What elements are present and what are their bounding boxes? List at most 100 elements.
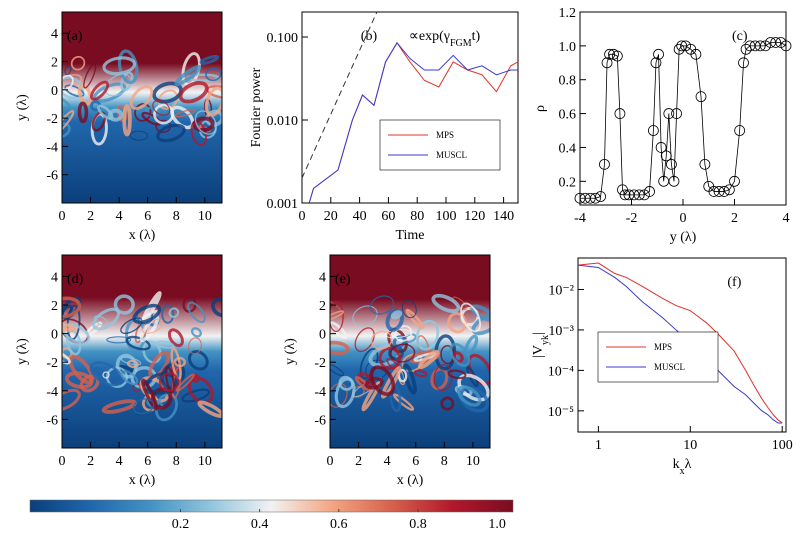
swirl (62, 320, 77, 333)
x-tick-label: 6 (144, 209, 151, 224)
swirl (418, 349, 440, 370)
x-tick-label: 140 (493, 209, 514, 224)
swirl (107, 108, 124, 122)
data-point (673, 43, 685, 55)
x-tick-label: 0 (59, 209, 66, 224)
plot-frame (61, 11, 223, 204)
swirl (129, 85, 154, 110)
swirl (431, 293, 461, 313)
swirl (440, 396, 455, 411)
swirl (93, 315, 109, 327)
swirl (102, 56, 137, 76)
swirl (449, 342, 471, 367)
x-tick-label: 4 (116, 209, 123, 224)
swirl (170, 347, 182, 381)
data-point (614, 108, 626, 119)
y-tick-label: -4 (46, 385, 58, 400)
swirl (62, 296, 82, 319)
plot-frame (61, 254, 223, 449)
x-axis-label: y (λ) (670, 230, 697, 245)
swirl (197, 400, 222, 418)
swirl (173, 356, 186, 368)
data-point (668, 175, 680, 187)
y-tick-label: -4 (314, 385, 326, 400)
swirl (174, 109, 196, 118)
swirl (187, 350, 209, 371)
x-tick-label: 8 (173, 454, 180, 469)
swirl (192, 116, 215, 133)
y-axis-label: |Vyk| (531, 332, 551, 358)
x-tick-label: 20 (324, 209, 338, 224)
swirl (152, 99, 171, 116)
data-point (666, 158, 677, 170)
swirl (153, 103, 175, 125)
y-tick-label: -2 (314, 356, 326, 371)
x-tick-label: 10 (198, 454, 212, 469)
swirl (141, 378, 159, 411)
x-tick-label: 40 (353, 209, 367, 224)
x-tick-label: 60 (381, 209, 395, 224)
plot-frame (577, 257, 787, 433)
swirl (330, 363, 345, 377)
data-point (604, 48, 616, 60)
swirl (120, 370, 139, 386)
swirl (211, 297, 222, 318)
data-point (729, 175, 740, 187)
x-tick-label: 2 (87, 209, 94, 224)
x-tick-label: 80 (410, 209, 424, 224)
data-point (653, 48, 664, 60)
x-tick-label: 100 (772, 438, 793, 453)
colorbar (29, 499, 514, 513)
y-tick-label: 0 (319, 328, 326, 343)
x-axis-label: x (λ) (397, 473, 424, 488)
data-point (770, 37, 782, 48)
data-point (660, 150, 672, 162)
y-tick-label: -6 (46, 413, 58, 428)
heatmap-image (62, 12, 222, 203)
y-axis-label: Fourier power (249, 67, 264, 147)
y-axis-label: ρ (533, 105, 548, 112)
data-point (723, 184, 735, 196)
y-tick-label: 4 (319, 270, 326, 285)
panel-label: (a) (67, 29, 83, 44)
swirl (132, 303, 162, 325)
legend-box (597, 331, 719, 383)
x-tick-label: 4 (384, 454, 391, 469)
y-tick-label: 10⁻³ (548, 324, 574, 339)
y-tick-label: 1.2 (559, 6, 577, 21)
data-point (590, 192, 601, 204)
swirl (64, 65, 72, 76)
data-point (699, 158, 711, 170)
swirl (156, 123, 186, 143)
swirl (459, 386, 490, 413)
colorbar-tick-label: 1.0 (488, 517, 506, 532)
y-tick-label: 2 (319, 299, 326, 314)
data-point (695, 91, 707, 103)
y-axis-label-sub: yk (540, 335, 551, 345)
swirl (62, 74, 74, 91)
swirl (369, 295, 395, 315)
x-tick-label: -2 (626, 211, 638, 226)
x-tick-label: 2 (87, 454, 94, 469)
x-tick-label: 4 (116, 454, 123, 469)
data-point (738, 57, 749, 69)
y-axis-label-main: |V (531, 345, 546, 358)
swirl (77, 101, 89, 124)
data-point (647, 125, 659, 136)
panel-label: (b) (361, 29, 378, 44)
swirl (115, 353, 138, 379)
data-point (633, 189, 645, 201)
swirl (126, 359, 139, 369)
y-tick-label: 10⁻⁵ (548, 405, 574, 420)
swirl (161, 304, 175, 324)
y-tick-label: 2 (51, 299, 58, 314)
swirl (129, 130, 149, 141)
x-tick-label: 10 (198, 209, 212, 224)
swirl (90, 80, 110, 101)
swirl (178, 81, 209, 104)
swirl (155, 340, 175, 349)
data-point (690, 48, 702, 60)
panel-label: (d) (67, 272, 84, 287)
swirl (405, 308, 425, 330)
